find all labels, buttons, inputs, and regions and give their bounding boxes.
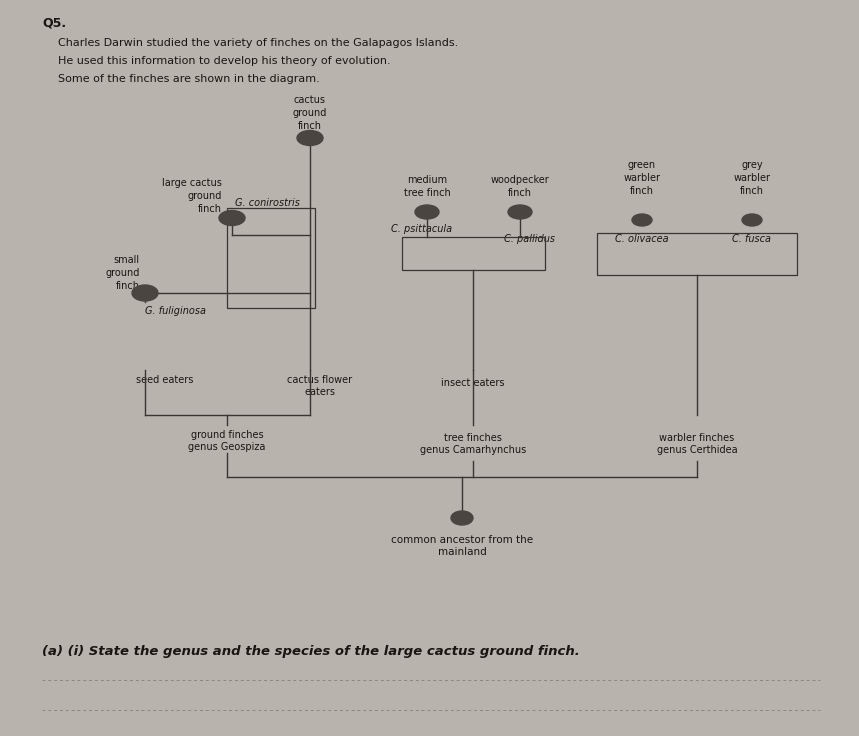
Bar bbox=[402, 237, 545, 270]
Text: ground: ground bbox=[293, 108, 327, 118]
Text: tree finches
genus Camarhynchus: tree finches genus Camarhynchus bbox=[420, 433, 526, 455]
Text: C. pallidus: C. pallidus bbox=[504, 234, 556, 244]
Text: ground finches
genus Geospiza: ground finches genus Geospiza bbox=[188, 430, 265, 452]
Text: warbler: warbler bbox=[734, 173, 771, 183]
Ellipse shape bbox=[297, 130, 323, 146]
Text: green: green bbox=[628, 160, 656, 170]
Ellipse shape bbox=[219, 210, 245, 225]
Text: ground: ground bbox=[106, 268, 140, 278]
Text: seed eaters: seed eaters bbox=[137, 375, 193, 385]
Ellipse shape bbox=[132, 285, 158, 301]
Bar bbox=[597, 233, 797, 275]
Text: ground: ground bbox=[187, 191, 222, 201]
Text: finch: finch bbox=[116, 281, 140, 291]
Ellipse shape bbox=[508, 205, 532, 219]
Ellipse shape bbox=[632, 214, 652, 226]
Text: G. conirostris: G. conirostris bbox=[235, 198, 300, 208]
Text: Charles Darwin studied the variety of finches on the Galapagos Islands.: Charles Darwin studied the variety of fi… bbox=[58, 38, 458, 48]
Text: woodpecker: woodpecker bbox=[490, 175, 550, 185]
Text: C. fusca: C. fusca bbox=[733, 234, 771, 244]
Text: finch: finch bbox=[198, 204, 222, 214]
Text: He used this information to develop his theory of evolution.: He used this information to develop his … bbox=[58, 56, 391, 66]
Text: G. fuliginosa: G. fuliginosa bbox=[145, 306, 206, 316]
Text: warbler: warbler bbox=[624, 173, 661, 183]
Text: common ancestor from the
mainland: common ancestor from the mainland bbox=[391, 535, 533, 556]
Text: C. psittacula: C. psittacula bbox=[392, 224, 453, 234]
Text: finch: finch bbox=[740, 186, 764, 196]
Text: finch: finch bbox=[630, 186, 654, 196]
Ellipse shape bbox=[415, 205, 439, 219]
Text: grey: grey bbox=[741, 160, 763, 170]
Text: tree finch: tree finch bbox=[404, 188, 450, 198]
Text: finch: finch bbox=[508, 188, 532, 198]
Text: insect eaters: insect eaters bbox=[442, 378, 505, 388]
Text: (a) (i) State the genus and the species of the large cactus ground finch.: (a) (i) State the genus and the species … bbox=[42, 645, 580, 658]
Text: warbler finches
genus Certhidea: warbler finches genus Certhidea bbox=[656, 433, 737, 455]
Bar bbox=[227, 208, 315, 308]
Text: large cactus: large cactus bbox=[162, 178, 222, 188]
Text: medium: medium bbox=[407, 175, 447, 185]
Text: cactus: cactus bbox=[294, 95, 326, 105]
Ellipse shape bbox=[451, 511, 473, 525]
Text: Some of the finches are shown in the diagram.: Some of the finches are shown in the dia… bbox=[58, 74, 320, 84]
Text: Q5.: Q5. bbox=[42, 16, 66, 29]
Text: C. olivacea: C. olivacea bbox=[615, 234, 669, 244]
Text: small: small bbox=[114, 255, 140, 265]
Text: finch: finch bbox=[298, 121, 322, 131]
Text: cactus flower
eaters: cactus flower eaters bbox=[288, 375, 352, 397]
Ellipse shape bbox=[742, 214, 762, 226]
